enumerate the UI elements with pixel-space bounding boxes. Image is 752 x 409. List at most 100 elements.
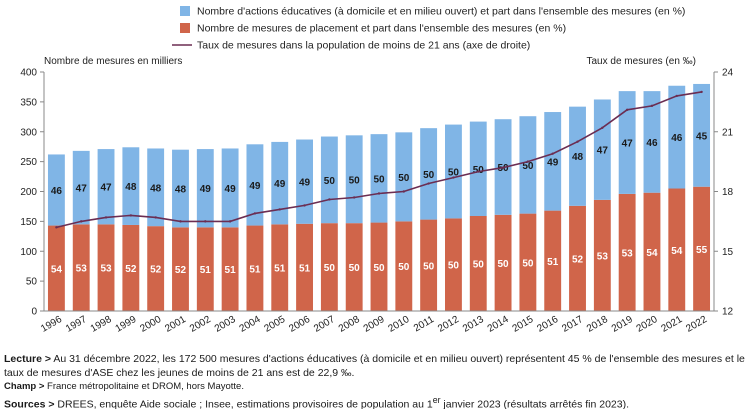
bar-placement-2012 <box>445 218 462 311</box>
x-tick-label: 2017 <box>560 314 585 335</box>
data-label-placement: 54 <box>646 248 658 259</box>
data-label-actions: 49 <box>547 157 559 168</box>
stacked-bar-line-chart: Nombre d'actions éducatives (à domicile … <box>20 6 733 335</box>
rate-point-2000 <box>154 216 157 219</box>
bar-actions-2022 <box>693 83 711 187</box>
bar-placement-2013 <box>469 215 487 311</box>
data-label-actions: 49 <box>249 181 261 192</box>
data-label-placement: 51 <box>547 257 559 268</box>
x-tick-label: 2000 <box>138 314 163 335</box>
bar-placement-2021 <box>668 188 686 311</box>
rate-point-2021 <box>675 94 678 98</box>
x-tick-label: 2012 <box>436 314 461 335</box>
legend-label-rate: Taux de mesures dans la population de mo… <box>197 40 530 52</box>
data-label-placement: 51 <box>200 265 212 276</box>
bar-placement-2004 <box>246 225 264 311</box>
x-tick-label: 1997 <box>64 314 89 335</box>
bar-placement-2015 <box>519 213 537 311</box>
rate-point-2009 <box>377 192 381 195</box>
x-tick-label: 2020 <box>635 314 660 335</box>
bar-placement-1998 <box>97 224 115 311</box>
bar-placement-2001 <box>172 227 189 311</box>
bar-placement-1997 <box>72 224 90 311</box>
scope-note-text: France métropolitaine et DROM, hors Mayo… <box>44 381 244 392</box>
bar-placement-2008 <box>345 223 363 311</box>
rate-point-2004 <box>253 212 257 215</box>
bar-placement-2003 <box>221 227 239 311</box>
data-label-placement: 55 <box>696 245 708 256</box>
bar-actions-1999 <box>122 147 140 225</box>
x-tick-label: 2014 <box>486 314 511 335</box>
bar-actions-2019 <box>618 91 636 194</box>
data-label-actions: 46 <box>671 133 683 144</box>
bar-placement-2005 <box>271 224 289 311</box>
right-axis-label: Taux de mesures (en ‰) <box>587 56 697 67</box>
bar-actions-2016 <box>544 112 562 211</box>
rate-point-2020 <box>650 104 654 108</box>
data-label-placement: 51 <box>249 264 261 275</box>
bar-placement-2000 <box>147 226 165 311</box>
x-tick-label: 1999 <box>114 314 139 335</box>
left-axis-label: Nombre de mesures en milliers <box>44 56 182 67</box>
data-label-placement: 50 <box>324 263 336 274</box>
data-label-actions: 48 <box>125 182 137 193</box>
bar-placement-1999 <box>122 224 140 311</box>
bar-actions-1998 <box>97 149 115 225</box>
bar-actions-2012 <box>445 124 462 219</box>
left-tick-label: 150 <box>20 217 37 228</box>
data-label-actions: 48 <box>572 152 584 163</box>
data-label-placement: 53 <box>622 248 634 259</box>
bar-placement-2014 <box>494 214 512 311</box>
bar-actions-2007 <box>320 136 338 224</box>
data-label-actions: 47 <box>100 183 112 194</box>
data-label-placement: 50 <box>349 263 361 274</box>
rate-point-2003 <box>228 220 232 223</box>
data-label-actions: 49 <box>225 184 237 195</box>
legend-swatch-placement <box>180 23 190 33</box>
data-label-placement: 54 <box>671 246 683 257</box>
data-label-actions: 47 <box>76 184 88 195</box>
bar-placement-1996 <box>47 225 65 311</box>
data-label-placement: 52 <box>175 265 187 276</box>
x-tick-label: 2010 <box>387 314 412 335</box>
rate-point-2015 <box>526 160 530 163</box>
bar-placement-2009 <box>370 222 388 311</box>
bar-placement-2011 <box>420 219 438 311</box>
data-label-placement: 50 <box>398 262 410 273</box>
rate-point-2002 <box>204 220 207 223</box>
data-label-placement: 51 <box>274 264 286 275</box>
bar-actions-2005 <box>271 141 289 225</box>
data-label-placement: 51 <box>225 265 237 276</box>
left-tick-label: 400 <box>20 68 37 79</box>
left-tick-label: 100 <box>20 247 37 258</box>
data-label-actions: 49 <box>200 184 212 195</box>
x-tick-label: 2016 <box>535 314 560 335</box>
reading-note-text: Au 31 décembre 2022, les 172 500 mesures… <box>4 353 745 379</box>
data-label-placement: 52 <box>125 264 137 275</box>
rate-point-2013 <box>477 170 480 173</box>
sources-note-superscript: er <box>432 395 441 405</box>
rate-point-2019 <box>625 108 629 112</box>
data-label-placement: 53 <box>100 264 112 275</box>
data-label-actions: 50 <box>473 165 485 176</box>
left-tick-label: 350 <box>20 97 37 108</box>
bar-actions-1996 <box>47 154 65 226</box>
bar-actions-2000 <box>147 148 165 227</box>
legend-swatch-actions <box>180 6 190 16</box>
data-label-actions: 50 <box>349 175 361 186</box>
bar-placement-2018 <box>593 199 611 311</box>
data-label-placement: 52 <box>572 254 584 265</box>
data-label-actions: 50 <box>448 167 460 178</box>
data-label-placement: 50 <box>423 261 435 272</box>
rate-point-1996 <box>55 226 58 229</box>
x-tick-label: 2006 <box>287 314 312 335</box>
x-tick-label: 2009 <box>362 314 387 335</box>
bar-actions-2006 <box>296 139 313 224</box>
rate-point-2012 <box>452 176 455 179</box>
sources-note-text-end: janvier 2023 (résultats arrêtés fin 2023… <box>440 398 630 409</box>
rate-point-2008 <box>352 196 356 199</box>
rate-point-2005 <box>278 208 281 211</box>
data-label-actions: 47 <box>622 139 634 150</box>
data-label-actions: 47 <box>597 146 609 157</box>
